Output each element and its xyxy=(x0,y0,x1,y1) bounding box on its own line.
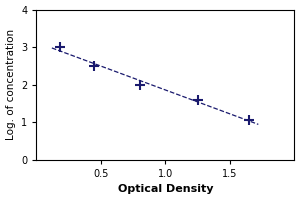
X-axis label: Optical Density: Optical Density xyxy=(118,184,213,194)
Y-axis label: Log. of concentration: Log. of concentration xyxy=(6,29,16,140)
